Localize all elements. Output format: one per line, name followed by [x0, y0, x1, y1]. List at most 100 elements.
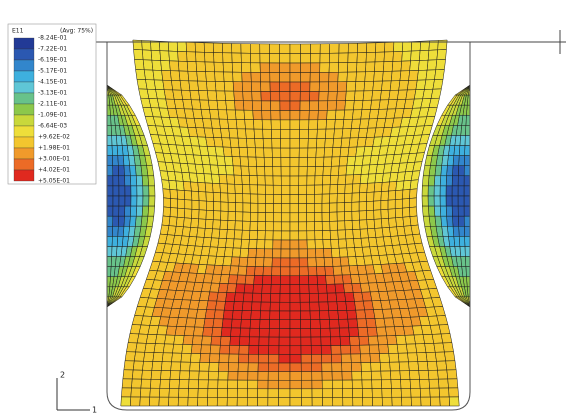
mesh-cell: [268, 380, 279, 389]
mesh-cell: [407, 80, 417, 90]
mesh-cell: [299, 167, 307, 176]
mesh-cell: [390, 81, 400, 91]
mesh-cell: [465, 146, 470, 156]
mesh-cell: [428, 176, 435, 186]
mesh-cell: [311, 346, 321, 355]
mesh-cell: [411, 51, 421, 61]
mesh-cell: [273, 222, 281, 231]
mesh-cell: [238, 138, 247, 148]
mesh-cell: [281, 176, 290, 185]
mesh-cell: [280, 129, 290, 138]
legend-label: -6.64E-03: [38, 123, 67, 130]
mesh-cell: [171, 198, 178, 208]
mesh-cell: [401, 61, 411, 71]
mesh-cell: [177, 208, 185, 218]
mesh-cell: [465, 257, 470, 267]
mesh-cell: [322, 203, 330, 212]
mesh-cell: [241, 44, 251, 54]
mesh-cell: [290, 222, 299, 231]
mesh-cell: [411, 397, 421, 406]
mesh-cell: [130, 397, 140, 406]
legend-label: -5.17E-01: [38, 68, 67, 75]
mesh-cell: [232, 43, 242, 53]
mesh-cell: [248, 363, 258, 372]
mesh-cell: [290, 185, 299, 194]
legend-swatch: [14, 126, 34, 137]
mesh-cell: [170, 71, 180, 81]
mesh-cell: [170, 189, 178, 199]
mesh-cell: [253, 120, 262, 130]
mesh-cell: [465, 246, 470, 256]
mesh-cell: [206, 210, 214, 220]
mesh-cell: [136, 69, 146, 79]
mesh-cell: [161, 362, 171, 371]
mesh-cell: [241, 239, 249, 248]
mesh-cell: [248, 372, 258, 381]
mesh-cell: [174, 335, 184, 344]
legend-label: +5.05E-01: [38, 178, 70, 185]
mesh-cell: [132, 370, 142, 379]
mesh-cell: [323, 248, 332, 257]
mesh-cell: [238, 363, 248, 372]
mesh-cell: [134, 352, 144, 361]
mesh-cell: [290, 337, 301, 346]
mesh-cell: [107, 246, 112, 256]
mesh-cell: [345, 184, 353, 193]
mesh-cell: [229, 129, 238, 139]
mesh-cell: [259, 346, 269, 355]
mesh-cell: [187, 61, 197, 71]
mesh-cell: [452, 186, 458, 196]
mesh-cell: [220, 184, 228, 194]
mesh-cell: [134, 59, 144, 69]
mesh-cell: [241, 319, 251, 328]
mesh-cell: [465, 125, 470, 135]
mesh-cell: [265, 222, 273, 231]
mesh-cell: [458, 166, 464, 176]
mesh-cell: [315, 157, 324, 166]
mesh-cell: [216, 91, 226, 101]
mesh-cell: [381, 200, 388, 210]
mesh-cell: [250, 212, 258, 221]
mesh-cell: [192, 209, 200, 219]
mesh-cell: [281, 139, 290, 148]
mesh-cell: [422, 186, 428, 196]
mesh-cell: [217, 389, 227, 398]
mesh-cell: [290, 129, 300, 138]
mesh-cell: [409, 371, 419, 380]
mesh-cell: [260, 311, 270, 320]
mesh-cell: [299, 176, 307, 185]
mesh-cell: [344, 193, 352, 202]
mesh-cell: [233, 302, 243, 311]
mesh-cell: [338, 166, 347, 175]
mesh-cell: [145, 343, 156, 352]
mesh-cell: [381, 81, 391, 91]
mesh-cell: [341, 345, 351, 354]
mesh-cell: [359, 192, 367, 202]
mesh-cell: [375, 228, 384, 238]
mesh-cell: [240, 248, 249, 257]
mesh-cell: [359, 220, 367, 229]
legend-label: +9.62E-02: [38, 134, 70, 141]
mesh-cell: [430, 388, 440, 397]
mesh-cell: [301, 53, 311, 63]
mesh-cell: [113, 206, 119, 216]
mesh-cell: [250, 319, 260, 328]
mesh-cell: [407, 353, 417, 362]
mesh-cell: [203, 327, 213, 336]
mesh-cell: [107, 216, 113, 226]
mesh-cell: [257, 176, 265, 185]
mesh-cell: [321, 337, 331, 346]
mesh-cell: [426, 352, 436, 361]
mesh-cell: [346, 91, 356, 101]
mesh-cell: [301, 389, 312, 398]
mesh-cell: [338, 72, 348, 82]
mesh-cell: [125, 352, 136, 361]
mesh-cell: [183, 218, 191, 228]
mesh-cell: [366, 192, 374, 202]
mesh-cell: [374, 71, 384, 81]
mesh-cell: [254, 275, 263, 284]
legend-swatch: [14, 137, 34, 148]
mesh-cell: [224, 72, 234, 82]
mesh-cell: [166, 326, 177, 335]
mesh-cell: [314, 194, 322, 203]
